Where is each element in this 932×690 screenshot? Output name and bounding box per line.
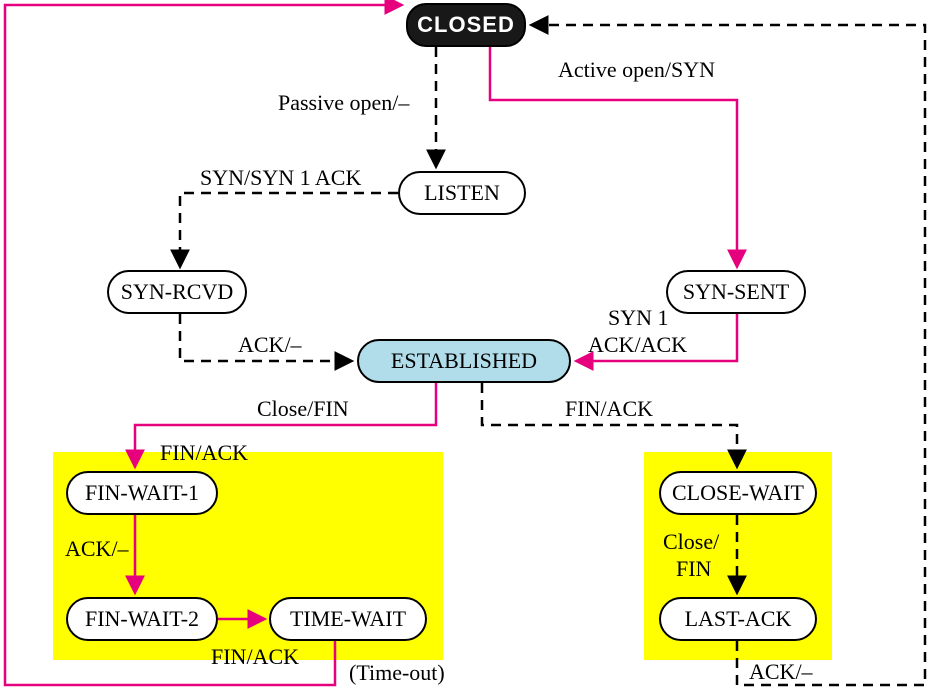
node-label: FIN-WAIT-2 — [85, 606, 199, 632]
node-syn-sent: SYN-SENT — [666, 270, 806, 314]
node-label: FIN-WAIT-1 — [85, 480, 199, 506]
node-time-wait: TIME-WAIT — [269, 597, 427, 641]
node-label: TIME-WAIT — [290, 606, 406, 632]
node-closed: CLOSED — [406, 3, 526, 47]
node-established: ESTABLISHED — [357, 339, 571, 383]
node-close-wait: CLOSE-WAIT — [659, 471, 817, 515]
label-active-open: Active open/SYN — [558, 57, 715, 83]
label-fin-ack-b: FIN/ACK — [160, 440, 248, 466]
label-fin-ack-a: FIN/ACK — [565, 396, 653, 422]
node-label: LISTEN — [424, 180, 500, 206]
node-label: ESTABLISHED — [391, 348, 537, 374]
label-synack-ack-2: ACK/ACK — [588, 332, 687, 358]
node-label: LAST-ACK — [685, 606, 792, 632]
label-close-fin: Close/FIN — [257, 396, 349, 422]
node-last-ack: LAST-ACK — [659, 597, 817, 641]
label-ack-2: ACK/– — [65, 536, 129, 562]
node-syn-rcvd: SYN-RCVD — [107, 270, 247, 314]
node-fin-wait-1: FIN-WAIT-1 — [66, 471, 218, 515]
label-syn-synack: SYN/SYN 1 ACK — [200, 165, 361, 191]
label-fin-ack-c: FIN/ACK — [211, 644, 299, 670]
label-close-fin2-1: Close/ — [663, 529, 719, 555]
node-label: SYN-SENT — [683, 279, 789, 305]
node-label: SYN-RCVD — [121, 279, 233, 305]
label-ack-3: ACK/– — [749, 659, 813, 685]
node-label: CLOSED — [417, 12, 515, 38]
node-fin-wait-2: FIN-WAIT-2 — [66, 597, 218, 641]
label-ack-1: ACK/– — [238, 332, 302, 358]
label-timeout: (Time-out) — [349, 660, 445, 686]
node-label: CLOSE-WAIT — [672, 480, 804, 506]
label-synack-ack-1: SYN 1 — [608, 305, 669, 331]
node-listen: LISTEN — [398, 171, 526, 215]
label-close-fin2-2: FIN — [676, 556, 711, 582]
label-passive-open: Passive open/– — [278, 90, 409, 116]
